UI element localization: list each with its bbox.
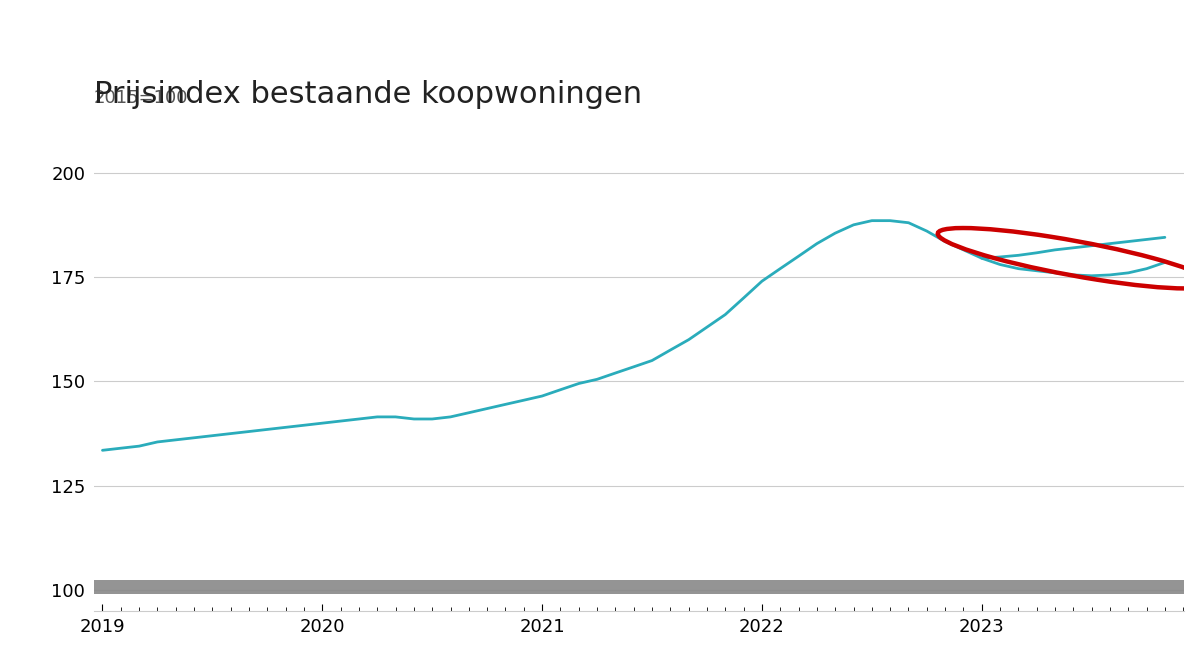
Text: Prijsindex bestaande koopwoningen: Prijsindex bestaande koopwoningen bbox=[94, 80, 641, 109]
Text: 2015=100: 2015=100 bbox=[94, 89, 188, 107]
Bar bbox=[94, 580, 1183, 594]
